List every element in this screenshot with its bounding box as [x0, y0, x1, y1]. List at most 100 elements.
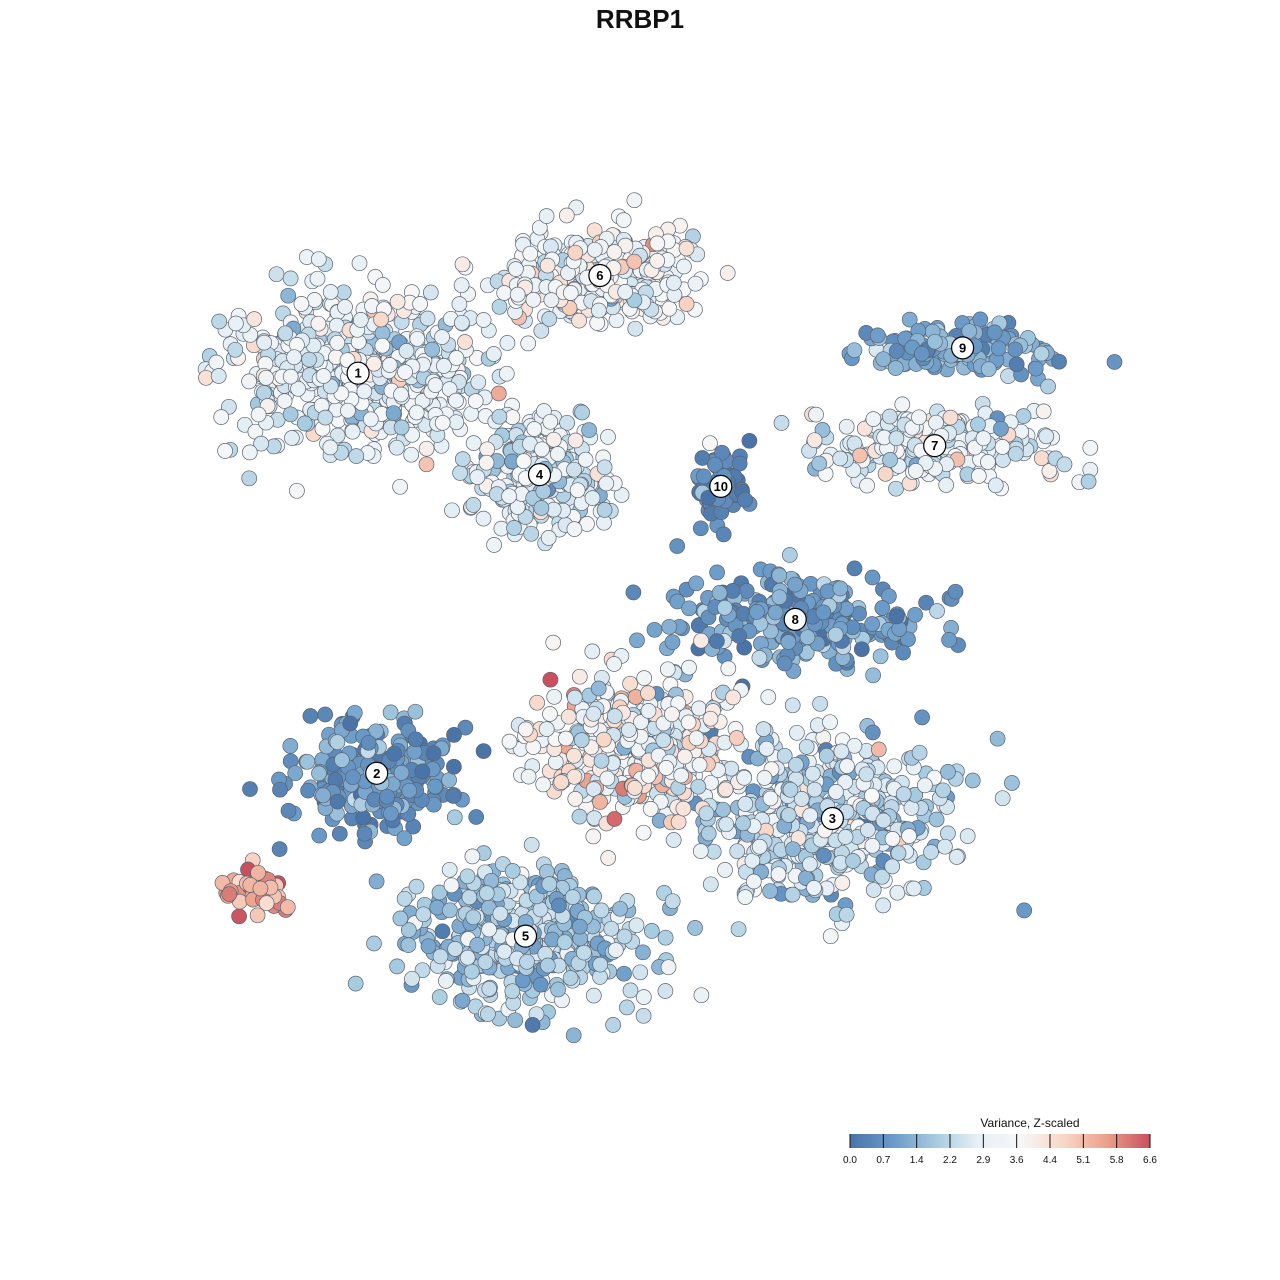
data-point — [771, 589, 788, 606]
data-point — [520, 335, 537, 352]
data-point — [728, 730, 745, 746]
data-point — [620, 722, 637, 738]
cluster-label-badge — [783, 607, 807, 632]
data-point — [617, 284, 634, 300]
data-point — [564, 889, 581, 905]
data-point — [501, 733, 518, 750]
data-point — [571, 668, 588, 685]
data-point — [393, 419, 410, 436]
data-point — [927, 333, 943, 350]
data-point — [567, 791, 584, 807]
cluster-label-badge — [513, 924, 538, 948]
data-point — [590, 302, 607, 319]
data-point — [692, 843, 709, 859]
data-point — [250, 864, 266, 881]
data-point — [556, 934, 573, 951]
data-point — [901, 311, 918, 328]
data-point — [596, 502, 613, 518]
data-point — [937, 838, 953, 855]
data-point — [636, 670, 653, 686]
data-point — [980, 454, 996, 470]
data-point — [396, 830, 413, 847]
data-point — [485, 346, 502, 362]
data-point — [566, 521, 583, 537]
data-point — [463, 963, 480, 980]
data-point — [454, 451, 471, 467]
chart-title: RRBP1 — [596, 4, 684, 34]
cluster-label: 9 — [950, 336, 975, 360]
data-point — [477, 954, 494, 971]
data-point — [911, 744, 928, 761]
data-point — [340, 402, 356, 419]
data-point — [418, 440, 435, 457]
data-point — [691, 700, 707, 717]
data-point — [942, 409, 959, 426]
data-point — [907, 606, 923, 623]
data-point — [986, 324, 1003, 341]
data-point — [388, 439, 405, 456]
data-point — [311, 827, 328, 844]
data-point — [691, 757, 708, 773]
data-point — [785, 841, 801, 858]
data-point — [344, 423, 361, 440]
data-point — [865, 411, 882, 427]
data-point — [452, 465, 468, 481]
data-point — [310, 251, 327, 268]
data-point — [994, 439, 1011, 455]
data-point — [655, 732, 672, 749]
data-point — [280, 287, 297, 304]
data-point — [469, 937, 486, 953]
data-point — [744, 852, 761, 869]
data-point — [249, 907, 266, 924]
data-point — [724, 583, 741, 599]
data-point — [565, 1027, 582, 1044]
data-point — [282, 368, 299, 385]
data-point — [629, 632, 645, 649]
data-point — [211, 313, 228, 330]
legend-tick-label: 6.6 — [1143, 1155, 1157, 1166]
data-point — [1035, 403, 1052, 420]
data-point — [499, 335, 516, 351]
data-point — [606, 656, 622, 672]
data-point — [562, 970, 579, 986]
data-point — [669, 538, 686, 554]
data-point — [616, 965, 632, 982]
data-point — [864, 569, 881, 586]
data-point — [884, 831, 901, 847]
data-point — [1033, 450, 1050, 467]
data-point — [574, 404, 590, 421]
data-point — [434, 923, 451, 940]
cluster-label-badge — [923, 434, 947, 458]
data-point — [560, 708, 577, 725]
data-point — [301, 351, 317, 368]
data-point — [558, 207, 575, 224]
data-point — [762, 790, 779, 807]
data-point — [585, 781, 602, 797]
data-point — [535, 776, 552, 793]
data-point — [635, 944, 651, 961]
data-point — [515, 453, 532, 470]
data-point — [465, 497, 482, 513]
data-point — [498, 365, 515, 382]
data-point — [441, 772, 457, 788]
data-point — [228, 315, 244, 332]
legend-tick-label: 0.7 — [876, 1155, 890, 1166]
data-point — [231, 908, 247, 925]
data-point — [329, 793, 346, 810]
data-point — [948, 849, 965, 865]
data-point — [887, 360, 904, 376]
data-point — [592, 956, 609, 973]
data-point — [972, 311, 989, 328]
legend-tick-label: 5.8 — [1110, 1155, 1124, 1166]
data-point — [812, 695, 828, 712]
data-point — [396, 890, 413, 907]
data-point — [351, 255, 368, 272]
data-point — [577, 451, 594, 468]
data-point — [869, 327, 886, 344]
data-point — [676, 748, 693, 765]
data-point — [401, 782, 418, 799]
data-point — [523, 525, 540, 542]
data-point — [607, 942, 624, 958]
data-point — [1106, 354, 1123, 370]
data-point — [756, 770, 773, 786]
